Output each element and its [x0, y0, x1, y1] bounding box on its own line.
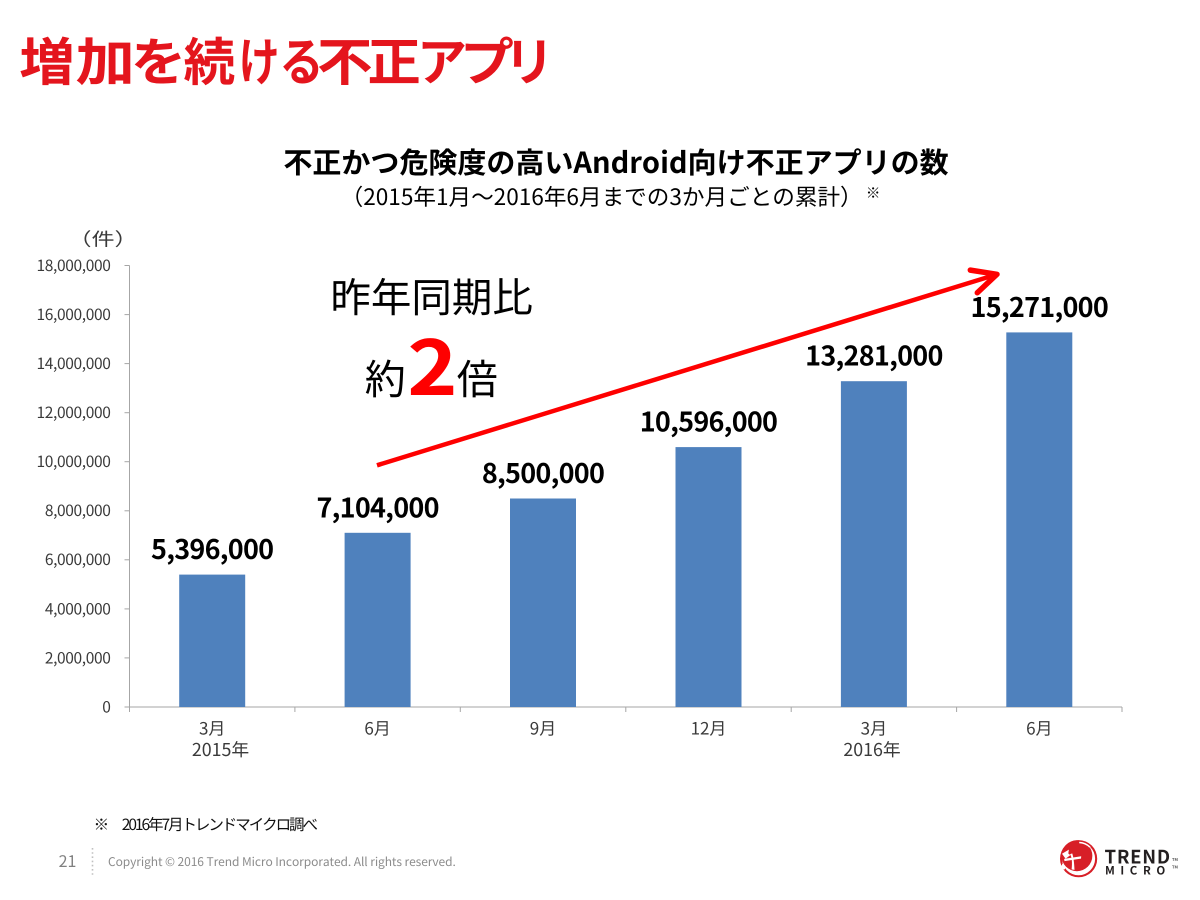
- svg-text:増: 増: [19, 22, 75, 96]
- svg-text:MICRO: MICRO: [1105, 863, 1171, 879]
- svg-text:2016年: 2016年: [843, 736, 900, 762]
- svg-text:リ: リ: [504, 21, 554, 96]
- svg-text:0: 0: [102, 695, 110, 717]
- svg-text:5,396,000: 5,396,000: [151, 528, 273, 567]
- svg-text:3月: 3月: [199, 715, 225, 740]
- svg-text:（件）: （件）: [68, 225, 137, 251]
- svg-text:TREND: TREND: [1105, 843, 1171, 869]
- svg-text:約: 約: [365, 346, 406, 406]
- svg-text:不正かつ危険度の高いAndroid向け不正アプリの数: 不正かつ危険度の高いAndroid向け不正アプリの数: [283, 140, 948, 182]
- svg-text:10,596,000: 10,596,000: [640, 401, 778, 440]
- svg-text:を: を: [131, 22, 187, 96]
- svg-text:6月: 6月: [364, 715, 390, 740]
- svg-text:14,000,000: 14,000,000: [37, 352, 111, 374]
- svg-text:※: ※: [94, 813, 110, 835]
- svg-text:倍: 倍: [457, 346, 498, 406]
- svg-text:7,104,000: 7,104,000: [316, 486, 438, 525]
- svg-text:10,000,000: 10,000,000: [37, 450, 111, 472]
- svg-text:4,000,000: 4,000,000: [45, 597, 111, 619]
- svg-text:る: る: [279, 21, 323, 96]
- svg-text:正: 正: [368, 22, 421, 97]
- svg-text:TM: TM: [1172, 865, 1179, 871]
- svg-text:2,000,000: 2,000,000: [45, 646, 111, 668]
- svg-text:3月: 3月: [861, 715, 887, 740]
- svg-text:13,281,000: 13,281,000: [805, 335, 943, 374]
- svg-text:TM: TM: [1172, 857, 1179, 863]
- svg-text:（2015年1月～2016年6月までの3か月ごとの累計） ※: （2015年1月～2016年6月までの3か月ごとの累計） ※: [341, 179, 881, 212]
- svg-text:不: 不: [317, 22, 373, 96]
- svg-text:15,271,000: 15,271,000: [971, 286, 1109, 325]
- svg-text:Copyright © 2016 Trend Micro I: Copyright © 2016 Trend Micro Incorporate…: [108, 853, 456, 870]
- svg-text:昨年同期比: 昨年同期比: [330, 265, 533, 324]
- svg-text:2016年7月トレンドマイクロ調べ: 2016年7月トレンドマイクロ調べ: [122, 813, 318, 835]
- svg-text:12,000,000: 12,000,000: [37, 401, 111, 423]
- svg-text:16,000,000: 16,000,000: [37, 303, 111, 325]
- svg-text:12月: 12月: [691, 715, 727, 740]
- svg-text:ア: ア: [417, 21, 467, 96]
- svg-text:2015年: 2015年: [192, 736, 249, 762]
- svg-text:6月: 6月: [1026, 715, 1052, 740]
- svg-text:2: 2: [407, 309, 457, 418]
- svg-text:8,000,000: 8,000,000: [45, 499, 111, 521]
- svg-text:9月: 9月: [530, 715, 556, 740]
- svg-text:け: け: [239, 22, 280, 96]
- svg-text:6,000,000: 6,000,000: [45, 548, 111, 570]
- svg-text:加: 加: [76, 21, 135, 96]
- svg-text:8,500,000: 8,500,000: [482, 452, 604, 491]
- svg-text:21: 21: [59, 848, 77, 872]
- svg-text:プ: プ: [460, 22, 514, 96]
- svg-text:続: 続: [184, 21, 236, 96]
- svg-text:18,000,000: 18,000,000: [37, 254, 111, 276]
